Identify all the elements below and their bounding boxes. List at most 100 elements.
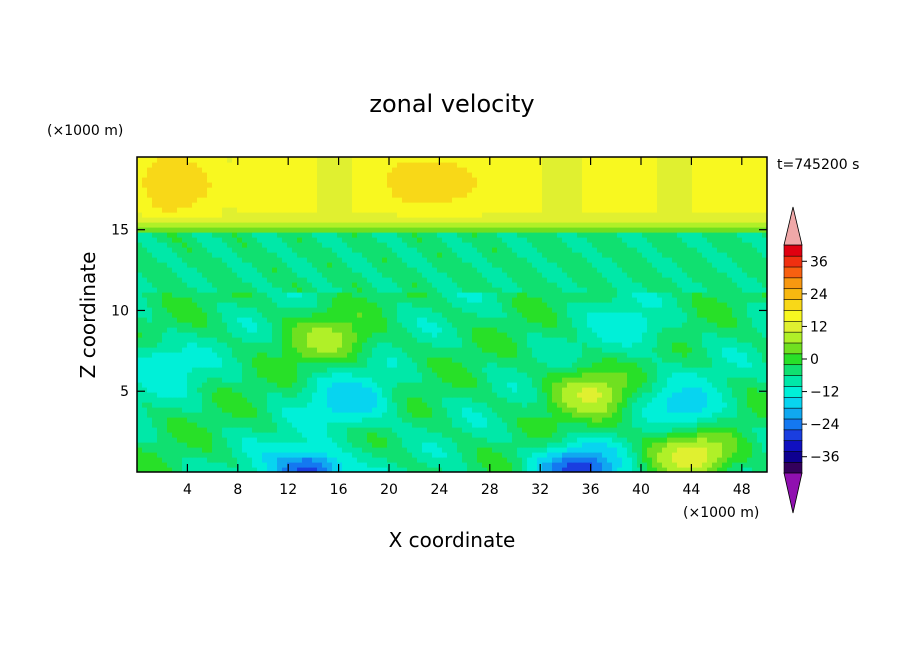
- heatmap-cell: [647, 462, 653, 468]
- heatmap-cell: [397, 437, 403, 443]
- heatmap-cell: [492, 307, 498, 313]
- heatmap-cell: [432, 442, 438, 448]
- heatmap-cell: [527, 392, 533, 398]
- heatmap-cell: [232, 372, 238, 378]
- heatmap-cell: [352, 272, 358, 278]
- heatmap-cell: [607, 402, 613, 408]
- heatmap-cell: [527, 352, 533, 358]
- heatmap-cell: [682, 302, 688, 308]
- heatmap-cell: [622, 407, 628, 413]
- heatmap-cell: [557, 397, 563, 403]
- heatmap-cell: [712, 342, 718, 348]
- heatmap-cell: [617, 337, 623, 343]
- heatmap-cell: [242, 287, 248, 293]
- heatmap-cell: [307, 367, 313, 373]
- heatmap-cell: [417, 337, 423, 343]
- heatmap-cell: [522, 272, 528, 278]
- heatmap-cell: [632, 292, 638, 298]
- heatmap-cell: [167, 412, 173, 418]
- heatmap-cell: [422, 462, 428, 468]
- heatmap-cell: [452, 282, 458, 288]
- heatmap-cell: [617, 342, 623, 348]
- heatmap-cell: [357, 337, 363, 343]
- heatmap-cell: [337, 412, 343, 418]
- heatmap-cell: [302, 352, 308, 358]
- heatmap-cell: [367, 357, 373, 363]
- heatmap-cell: [337, 377, 343, 383]
- heatmap-cell: [697, 352, 703, 358]
- heatmap-cell: [277, 352, 283, 358]
- heatmap-cell: [642, 457, 648, 463]
- heatmap-cell: [142, 272, 148, 278]
- heatmap-cell: [727, 402, 733, 408]
- heatmap-cell: [547, 417, 553, 423]
- heatmap-cell: [212, 377, 218, 383]
- heatmap-cell: [622, 397, 628, 403]
- heatmap-cell: [537, 412, 543, 418]
- heatmap-cell: [502, 307, 508, 313]
- heatmap-cell: [167, 452, 173, 458]
- heatmap-cell: [137, 417, 143, 423]
- heatmap-cell: [177, 347, 183, 353]
- heatmap-cell: [377, 377, 383, 383]
- heatmap-cell: [442, 347, 448, 353]
- heatmap-cell: [572, 457, 578, 463]
- heatmap-cell: [527, 397, 533, 403]
- heatmap-cell: [512, 432, 518, 438]
- heatmap-cell: [667, 417, 673, 423]
- heatmap-cell: [227, 357, 233, 363]
- heatmap-cell: [427, 302, 433, 308]
- heatmap-cell: [632, 412, 638, 418]
- heatmap-cell: [557, 342, 563, 348]
- heatmap-cell: [162, 432, 168, 438]
- heatmap-cell: [182, 467, 188, 472]
- heatmap-cell: [612, 387, 618, 393]
- heatmap-cell: [562, 377, 568, 383]
- heatmap-cell: [617, 467, 623, 472]
- heatmap-cell: [257, 297, 263, 303]
- heatmap-cell: [657, 437, 663, 443]
- heatmap-cell: [612, 312, 618, 318]
- heatmap-cell: [412, 287, 418, 293]
- heatmap-cell: [342, 382, 348, 388]
- heatmap-cell: [442, 392, 448, 398]
- heatmap-cell: [267, 307, 273, 313]
- heatmap-cell: [552, 282, 558, 288]
- heatmap-cell: [272, 332, 278, 338]
- heatmap-cell: [687, 367, 693, 373]
- heatmap-cell: [217, 312, 223, 318]
- heatmap-cell: [592, 362, 598, 368]
- heatmap-cell: [692, 297, 698, 303]
- heatmap-cell: [312, 457, 318, 463]
- heatmap-cell: [642, 332, 648, 338]
- heatmap-cell: [227, 362, 233, 368]
- heatmap-cell: [142, 372, 148, 378]
- heatmap-cell: [397, 467, 403, 472]
- heatmap-cell: [402, 277, 408, 283]
- heatmap-cell: [587, 302, 593, 308]
- heatmap-cell: [307, 452, 313, 458]
- heatmap-cell: [432, 467, 438, 472]
- heatmap-cell: [547, 397, 553, 403]
- heatmap-cell: [377, 282, 383, 288]
- heatmap-cell: [157, 322, 163, 328]
- heatmap-cell: [477, 317, 483, 323]
- heatmap-cell: [307, 392, 313, 398]
- heatmap-cell: [587, 467, 593, 472]
- heatmap-cell: [642, 292, 648, 298]
- heatmap-cell: [252, 352, 258, 358]
- heatmap-cell: [652, 412, 658, 418]
- heatmap-cell: [627, 382, 633, 388]
- heatmap-cell: [462, 322, 468, 328]
- heatmap-cell: [477, 402, 483, 408]
- heatmap-cell: [417, 287, 423, 293]
- heatmap-cell: [282, 272, 288, 278]
- heatmap-cell: [447, 417, 453, 423]
- heatmap-cell: [752, 307, 758, 313]
- heatmap-cell: [587, 317, 593, 323]
- heatmap-cell: [577, 337, 583, 343]
- heatmap-cell: [717, 352, 723, 358]
- heatmap-cell: [572, 327, 578, 333]
- heatmap-cell: [602, 302, 608, 308]
- heatmap-cell: [302, 382, 308, 388]
